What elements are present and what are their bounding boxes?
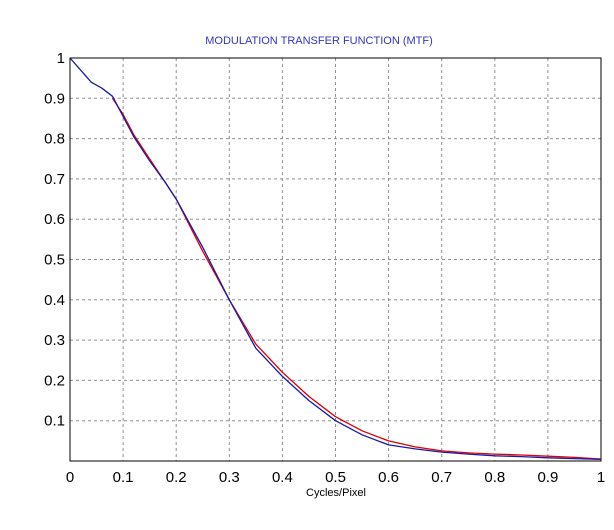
x-tick-labels: 0 0.1 0.2 0.3 0.4 0.5 0.6 0.7 0.8 0.9 1 xyxy=(66,469,605,486)
y-tick-label: 0.6 xyxy=(44,211,65,228)
series-line-red xyxy=(111,97,602,460)
y-tick-label: 1 xyxy=(57,50,65,67)
x-tick-label: 0.3 xyxy=(219,469,240,486)
y-tick-label: 0.2 xyxy=(44,372,65,389)
x-tick-label: 0 xyxy=(66,469,74,486)
y-tick-label: 0.4 xyxy=(44,292,65,309)
x-axis-label: Cycles/Pixel xyxy=(306,487,366,499)
series-line-blue xyxy=(69,57,602,461)
x-tick-label: 1 xyxy=(597,469,605,486)
y-tick-label: 0.9 xyxy=(44,90,65,107)
x-tick-label: 0.6 xyxy=(378,469,399,486)
y-tick-labels: 0.1 0.2 0.3 0.4 0.5 0.6 0.7 0.8 0.9 1 xyxy=(44,50,65,430)
x-tick-label: 0.9 xyxy=(537,469,558,486)
y-tick-label: 0.3 xyxy=(44,332,65,349)
grid-lines xyxy=(70,58,601,461)
x-tick-label: 0.4 xyxy=(272,469,293,486)
plot-frame xyxy=(69,57,602,462)
x-tick-label: 0.5 xyxy=(325,469,346,486)
series-layer xyxy=(69,57,602,461)
chart-title: MODULATION TRANSFER FUNCTION (MTF) xyxy=(205,35,433,47)
y-tick-label: 0.8 xyxy=(44,131,65,148)
x-tick-label: 0.2 xyxy=(166,469,187,486)
y-tick-label: 0.1 xyxy=(44,413,65,430)
x-tick-label: 0.8 xyxy=(484,469,505,486)
x-tick-label: 0.7 xyxy=(431,469,452,486)
y-tick-label: 0.7 xyxy=(44,171,65,188)
y-tick-label: 0.5 xyxy=(44,252,65,269)
x-tick-label: 0.1 xyxy=(113,469,134,486)
